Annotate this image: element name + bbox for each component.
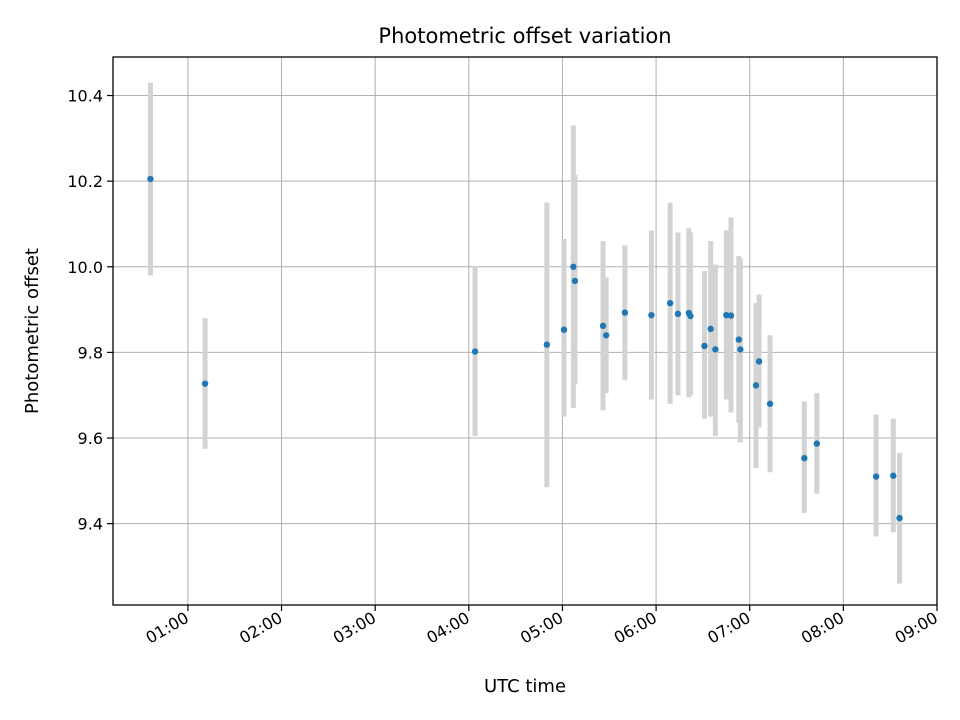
data-point — [560, 326, 568, 333]
data-point — [872, 473, 880, 480]
y-tick-label: 10.0 — [67, 258, 103, 277]
data-point — [570, 263, 577, 270]
y-tick-label: 10.2 — [67, 172, 103, 191]
y-tick-label: 10.4 — [67, 87, 103, 106]
data-point — [543, 341, 551, 348]
data-point — [666, 299, 674, 307]
data-point — [674, 310, 682, 318]
y-tick-label: 9.4 — [78, 515, 103, 534]
data-point — [621, 309, 629, 316]
data-point — [571, 277, 579, 285]
plot-frame — [112, 56, 938, 606]
data-point — [752, 382, 760, 389]
data-point — [896, 514, 903, 522]
data-point — [801, 454, 808, 462]
data-point — [147, 175, 154, 183]
data-point — [735, 336, 743, 343]
data-point — [687, 312, 694, 320]
data-point — [755, 358, 763, 365]
data-point — [602, 332, 610, 339]
y-tick-label: 9.6 — [78, 429, 103, 448]
data-point — [727, 312, 735, 319]
data-point — [707, 325, 714, 333]
data-point — [201, 380, 209, 387]
chart-title: Photometric offset variation — [378, 24, 671, 48]
x-axis-label: UTC time — [484, 676, 566, 697]
data-points — [147, 175, 903, 522]
data-point — [890, 472, 897, 479]
data-point — [766, 400, 774, 407]
data-point — [599, 322, 607, 330]
data-point — [813, 440, 821, 447]
data-point — [723, 311, 730, 319]
data-point — [648, 311, 655, 319]
data-point — [712, 346, 719, 353]
data-point — [737, 346, 744, 353]
y-tick-label: 9.8 — [78, 343, 103, 362]
y-axis-label: Photometric offset — [22, 248, 43, 414]
data-point — [471, 348, 479, 355]
data-point — [701, 342, 708, 350]
